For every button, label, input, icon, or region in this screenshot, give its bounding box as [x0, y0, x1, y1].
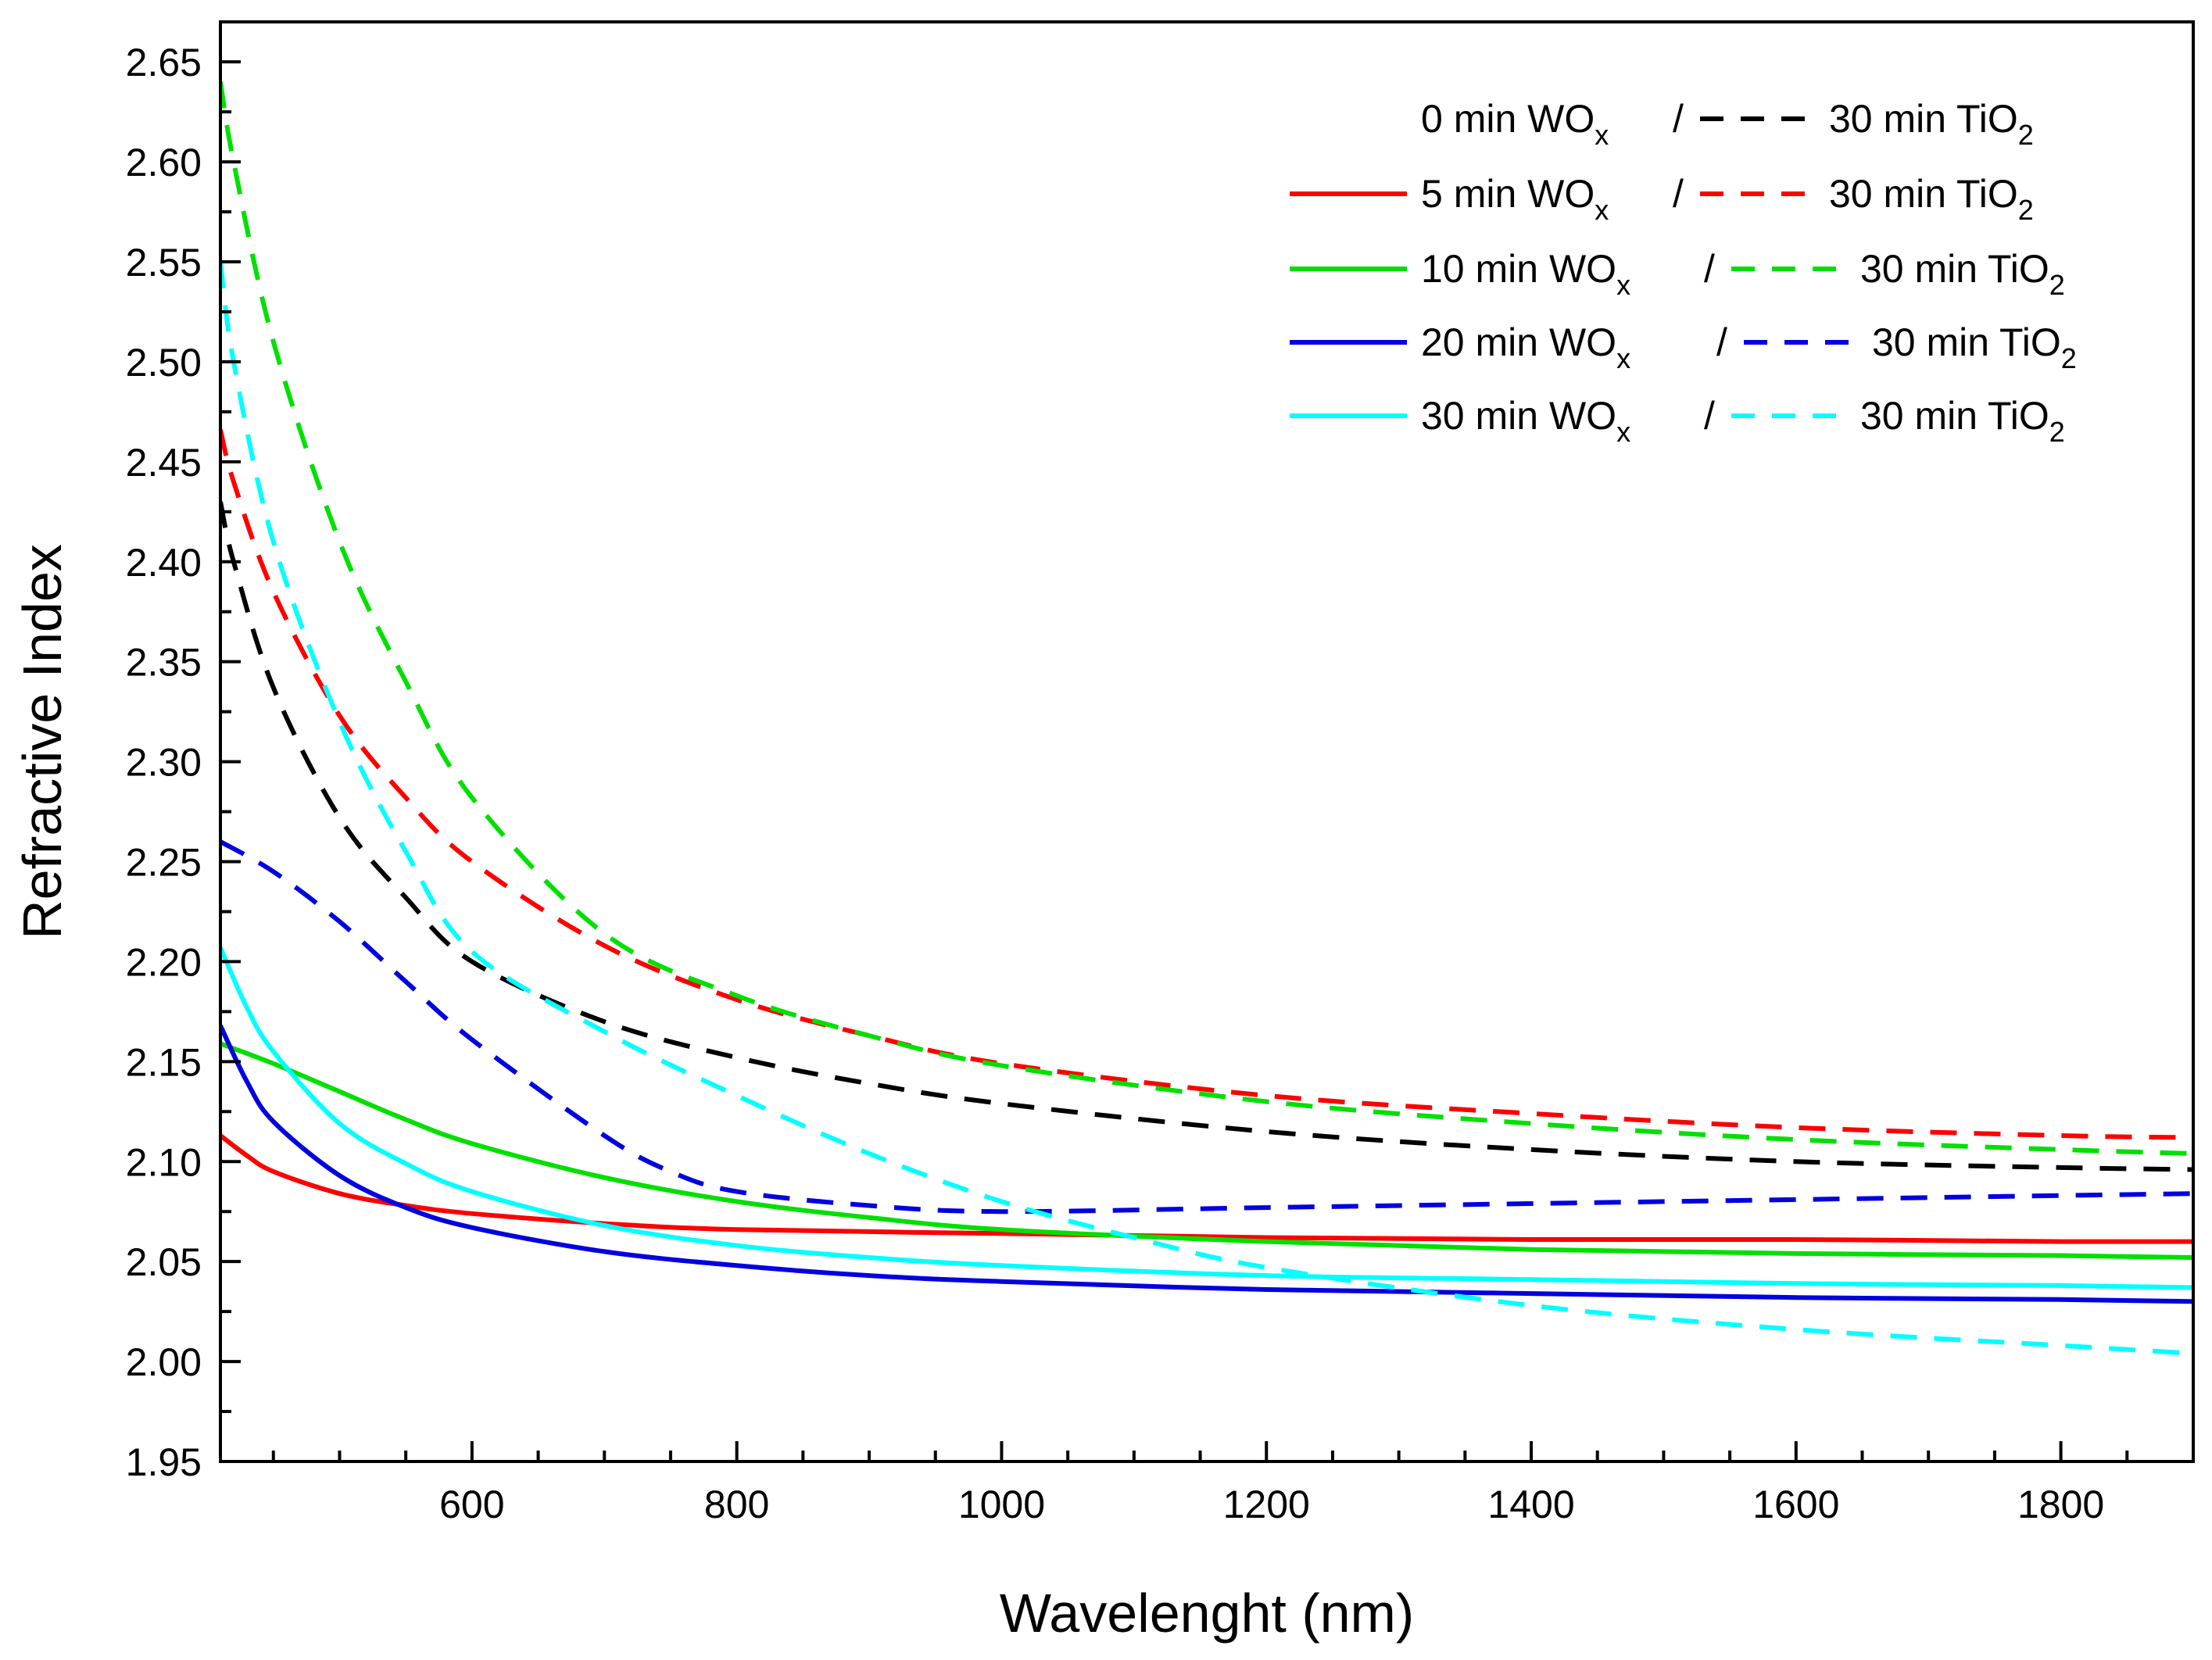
- y-tick-label: 1.95: [126, 1440, 202, 1484]
- legend-slash: /: [1716, 320, 1727, 364]
- series-line-30-min-wox: [220, 946, 2193, 1290]
- y-tick-label: 2.30: [126, 741, 202, 785]
- y-tick-label: 2.15: [126, 1040, 202, 1084]
- y-tick-label: 2.50: [126, 341, 202, 385]
- y-tick-label: 2.40: [126, 541, 202, 585]
- legend-slash: /: [1673, 172, 1684, 216]
- legend-slash: /: [1704, 247, 1715, 291]
- y-tick-label: 2.10: [126, 1140, 202, 1184]
- series-layer: [220, 81, 2193, 1356]
- plot-frame: [219, 20, 2195, 1463]
- series-line-5-min-wox: [220, 1133, 2193, 1244]
- y-tick-label: 2.20: [126, 940, 202, 984]
- series-line-20-min-wox: [220, 1025, 2193, 1304]
- series-line-10-min-wox-30-min-tio2: [220, 81, 2193, 1156]
- x-tick-label: 1400: [1487, 1483, 1574, 1526]
- y-tick-label: 2.55: [126, 241, 202, 284]
- x-axis-title: Wavelenght (nm): [1000, 1583, 1414, 1644]
- series-line-20-min-wox-30-min-tio2: [220, 839, 2193, 1215]
- y-tick-label: 2.25: [126, 841, 202, 885]
- series-line-10-min-wox: [220, 1041, 2193, 1260]
- series-line-30-min-wox-30-min-tio2: [220, 261, 2193, 1356]
- x-tick-label: 1200: [1223, 1483, 1310, 1526]
- y-tick-label: 2.00: [126, 1340, 202, 1384]
- x-tick-label: 1000: [958, 1483, 1045, 1526]
- legend-slash: /: [1704, 394, 1715, 438]
- series-line-0-min-wox-30-min-tio2: [220, 501, 2193, 1172]
- y-tick-label: 2.60: [126, 141, 202, 184]
- y-tick-label: 2.65: [126, 41, 202, 84]
- y-tick-label: 2.45: [126, 441, 202, 485]
- x-tick-label: 800: [704, 1483, 769, 1526]
- y-tick-label: 2.35: [126, 641, 202, 685]
- x-tick-label: 600: [439, 1483, 504, 1526]
- x-tick-label: 1800: [2017, 1483, 2104, 1526]
- x-tick-label: 1600: [1752, 1483, 1839, 1526]
- y-axis-title: Refractive Index: [12, 544, 73, 939]
- y-tick-label: 2.05: [126, 1240, 202, 1284]
- ticks-layer: 600 800 1000 1200 1400 1600 1800 1.95 2.00 2.05 2.…: [126, 41, 2195, 1526]
- legend-slash: /: [1673, 97, 1684, 141]
